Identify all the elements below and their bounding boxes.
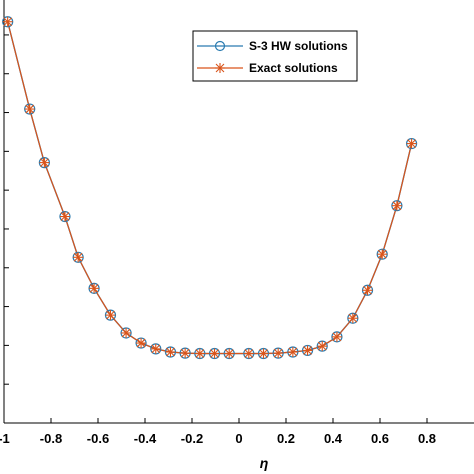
exact-point xyxy=(39,157,50,168)
x-tick-label: -0.4 xyxy=(134,431,157,446)
exact-point xyxy=(165,346,176,357)
y-ticks xyxy=(4,34,9,385)
legend: S-3 HW solutions Exact solutions xyxy=(192,30,358,82)
legend-label-hw: S-3 HW solutions xyxy=(249,39,348,53)
exact-point xyxy=(73,252,84,263)
x-tick-label: 0.6 xyxy=(371,431,389,446)
exact-point xyxy=(273,348,284,359)
exact-point xyxy=(2,16,13,27)
legend-marker-hw xyxy=(214,40,226,52)
exact-point xyxy=(391,200,402,211)
exact-point xyxy=(24,104,35,115)
x-tick-labels: -1 -0.8 -0.6 -0.4 -0.2 0 0.2 0.4 0.6 0.8 xyxy=(0,431,436,446)
x-tick-label: 0.4 xyxy=(324,431,343,446)
series-layer xyxy=(2,16,418,360)
exact-point xyxy=(331,331,342,342)
x-tick-label: 0.8 xyxy=(418,431,436,446)
legend-label-exact: Exact solutions xyxy=(249,61,338,75)
x-tick-label: -0.2 xyxy=(181,431,203,446)
exact-point xyxy=(362,285,373,296)
exact-point xyxy=(180,348,191,359)
x-tick-label: -0.6 xyxy=(87,431,109,446)
x-ticks xyxy=(3,418,428,423)
x-tick-label: 0 xyxy=(235,431,242,446)
legend-marker-exact xyxy=(215,63,225,73)
exact-point xyxy=(347,313,358,324)
exact-point xyxy=(209,348,220,359)
x-tick-label: -1 xyxy=(0,431,10,446)
exact-point xyxy=(89,283,100,294)
x-tick-label: 0.2 xyxy=(277,431,295,446)
x-tick-label: -0.8 xyxy=(40,431,62,446)
exact-point xyxy=(317,341,328,352)
exact-point xyxy=(194,348,205,359)
exact-point xyxy=(406,138,417,149)
exact-point xyxy=(150,343,161,354)
exact-point xyxy=(105,310,116,321)
exact-point xyxy=(377,249,388,260)
exact-point xyxy=(287,346,298,357)
x-axis-title: η xyxy=(260,455,269,471)
exact-point xyxy=(59,211,70,222)
exact-point xyxy=(136,338,147,349)
exact-point xyxy=(224,348,235,359)
exact-point xyxy=(243,348,254,359)
exact-point xyxy=(121,327,132,338)
exact-point xyxy=(258,348,269,359)
exact-point xyxy=(302,345,313,356)
